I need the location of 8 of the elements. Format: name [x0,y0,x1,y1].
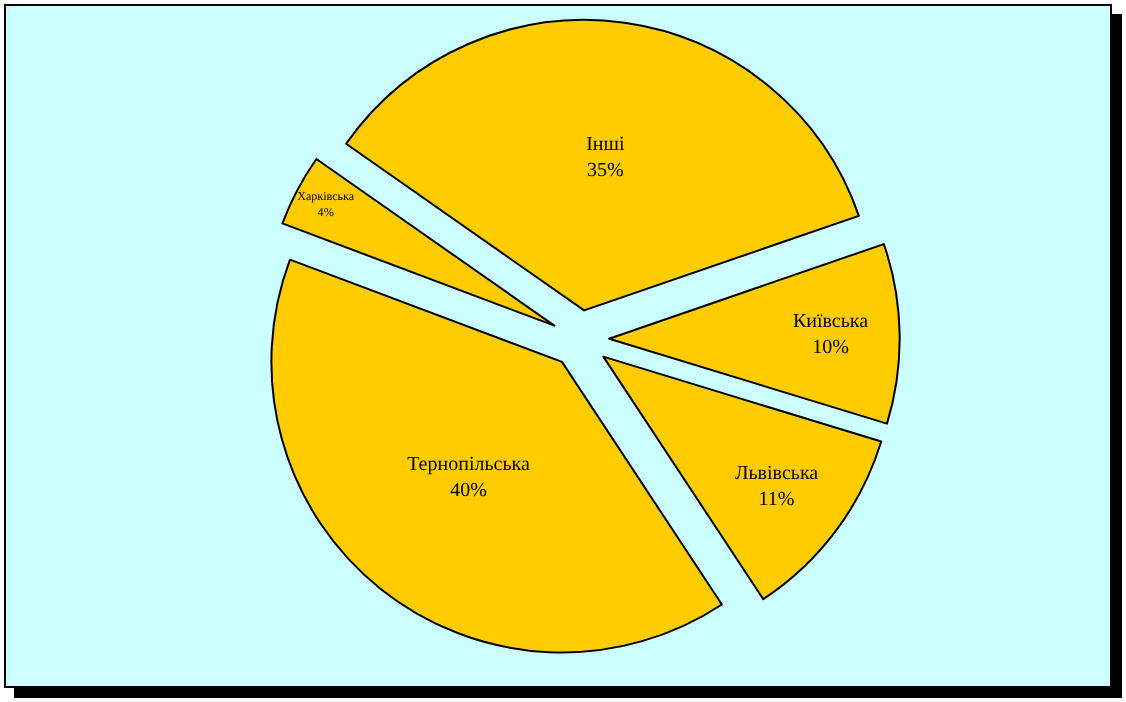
data-label: 35% [586,160,624,183]
data-label: 11% [758,488,795,511]
data-label: 40% [450,480,487,503]
slice-label: Львівська [734,462,820,485]
slice-label: Інші [586,134,625,157]
slice-label: Тернопільська [407,454,531,477]
data-label: 10% [812,336,849,359]
slice-label: Київська [792,310,870,333]
